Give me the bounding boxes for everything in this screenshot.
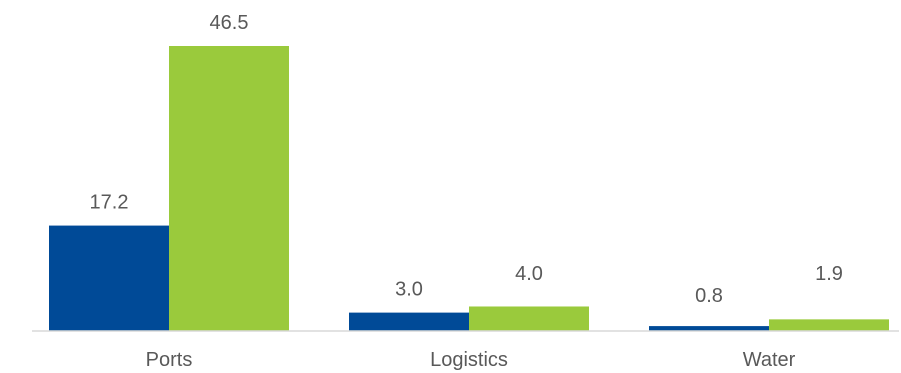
category-label-logistics: Logistics <box>430 349 508 371</box>
bar-water-series-1 <box>649 326 769 331</box>
bars-group <box>49 46 889 331</box>
bar-ports-series-1 <box>49 225 169 331</box>
category-label-ports: Ports <box>146 349 193 371</box>
bar-ports-series-2 <box>169 46 289 331</box>
bar-logistics-series-2 <box>469 306 589 331</box>
data-label-logistics-series-2: 4.0 <box>515 263 543 285</box>
data-label-water-series-1: 0.8 <box>695 285 723 307</box>
data-label-ports-series-2: 46.5 <box>210 12 249 34</box>
category-label-water: Water <box>743 349 796 371</box>
category-labels-group: Ports Logistics Water <box>146 349 796 371</box>
data-label-logistics-series-1: 3.0 <box>395 279 423 301</box>
bar-logistics-series-1 <box>349 312 469 331</box>
data-labels-group: 17.2 46.5 3.0 4.0 0.8 1.9 <box>90 12 843 307</box>
data-label-ports-series-1: 17.2 <box>90 192 129 214</box>
bar-water-series-2 <box>769 319 889 331</box>
data-label-water-series-2: 1.9 <box>815 263 843 285</box>
